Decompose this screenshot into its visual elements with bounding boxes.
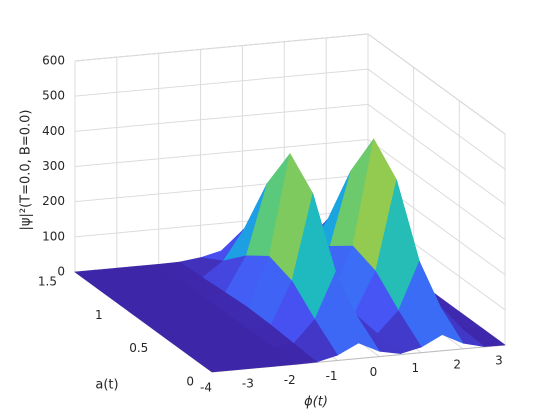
axis-labels: -4 -3 -2 -1 0 1 2 300.511.50100200300400500600ϕ… — [19, 54, 503, 410]
z-tick-label: 200 — [42, 194, 65, 208]
z-tick-label: 100 — [42, 229, 65, 243]
y-axis-label: a(t) — [95, 378, 118, 393]
grid-line — [74, 103, 369, 132]
surface — [74, 138, 506, 373]
x-tick-label: 1 — [411, 361, 419, 375]
grid-line — [367, 103, 506, 205]
x-tick-label: -1 — [326, 369, 338, 383]
x-tick-label: 0 — [370, 365, 378, 379]
grid-line — [74, 33, 369, 62]
y-tick-label: 0 — [186, 375, 194, 389]
y-tick-label: 0.5 — [129, 341, 148, 355]
x-tick-label: -2 — [284, 373, 296, 387]
z-tick-label: 300 — [42, 159, 65, 173]
x-tick-label: 3 — [495, 354, 503, 368]
z-tick-label: 0 — [57, 265, 65, 279]
y-tick-label: 1.5 — [38, 275, 57, 289]
x-tick-label: -3 — [242, 377, 254, 391]
x-axis-label: ϕ(t) — [304, 395, 328, 410]
surface-patch — [188, 353, 234, 373]
y-tick-label: 1 — [95, 308, 103, 322]
z-tick-label: 600 — [42, 54, 65, 68]
z-tick-label: 400 — [42, 124, 65, 138]
grid-line — [74, 68, 369, 97]
z-tick-label: 500 — [42, 89, 65, 103]
x-tick-label: -4 — [200, 381, 212, 395]
grid-line — [74, 139, 369, 167]
grid-line — [74, 209, 369, 238]
grid-line — [367, 68, 506, 170]
grid-line — [367, 33, 506, 135]
z-axis-label: |ψ|²(T=0.0, B=0.0) — [19, 110, 34, 231]
grid-line — [367, 139, 506, 240]
x-tick-label: 2 — [453, 357, 461, 371]
grid-line — [74, 174, 369, 203]
